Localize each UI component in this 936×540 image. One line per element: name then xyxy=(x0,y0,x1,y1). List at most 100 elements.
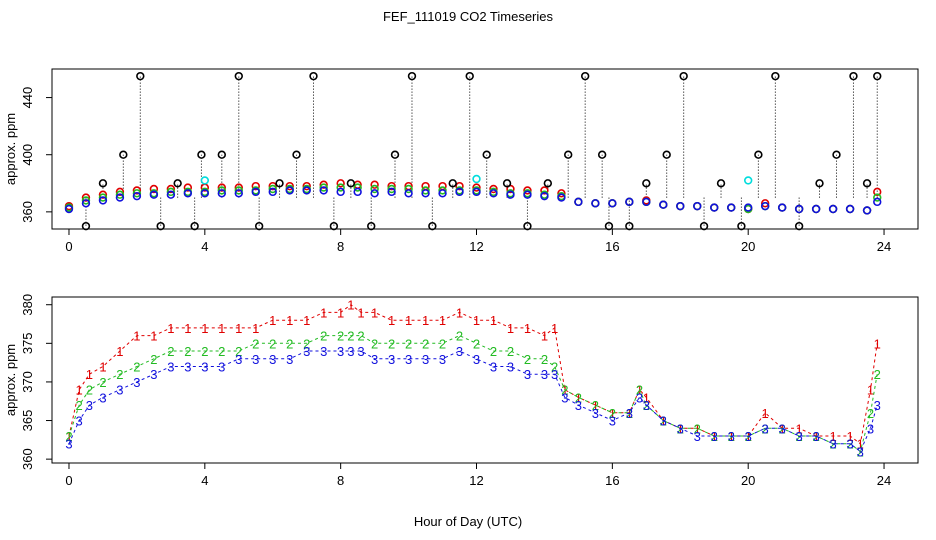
outlier-point xyxy=(523,221,532,231)
series-marker-2: 2 xyxy=(286,336,293,351)
data-point-series-1 xyxy=(760,199,770,208)
series-marker-3: 3 xyxy=(357,344,364,359)
data-point-series-3 xyxy=(676,201,685,211)
data-point-series-3 xyxy=(285,186,294,195)
series-line-1 xyxy=(68,304,878,445)
data-point-series-1 xyxy=(489,184,498,194)
series-marker-2: 2 xyxy=(507,344,514,359)
outlier-point xyxy=(597,150,607,159)
series-marker-1: 1 xyxy=(116,344,123,359)
cyan-point xyxy=(743,176,753,185)
x-tick-label: 0 xyxy=(65,473,72,488)
series-marker-2: 2 xyxy=(347,329,354,344)
series-marker-3: 3 xyxy=(286,352,293,367)
series-marker-2: 2 xyxy=(76,398,83,413)
data-point-series-3 xyxy=(828,204,838,214)
series-marker-1: 1 xyxy=(541,329,548,344)
outlier-point xyxy=(642,179,651,188)
outlier-point xyxy=(428,221,437,231)
series-marker-1: 1 xyxy=(524,321,531,336)
data-point-series-3 xyxy=(438,189,447,198)
series-marker-2: 2 xyxy=(65,429,72,444)
y-tick-label: 400 xyxy=(20,144,35,166)
data-point-series-3 xyxy=(489,189,498,198)
series-marker-3: 3 xyxy=(320,344,327,359)
outlier-point xyxy=(367,221,376,231)
data-point-series-2 xyxy=(166,187,176,197)
outlier-point xyxy=(390,150,400,159)
series-marker-2: 2 xyxy=(388,336,395,351)
data-point-series-3 xyxy=(642,197,651,207)
series-marker-3: 3 xyxy=(636,390,643,405)
series-marker-1: 1 xyxy=(337,305,344,320)
data-point-series-2 xyxy=(873,193,882,202)
series-marker-2: 2 xyxy=(762,421,769,436)
series-marker-1: 1 xyxy=(846,429,853,444)
series-marker-2: 2 xyxy=(116,367,123,382)
series-marker-2: 2 xyxy=(575,390,582,405)
data-point-series-1 xyxy=(455,181,464,191)
series-marker-2: 2 xyxy=(150,352,157,367)
series-marker-3: 3 xyxy=(829,437,836,452)
series-marker-3: 3 xyxy=(235,352,242,367)
series-marker-1: 1 xyxy=(829,429,836,444)
series-marker-2: 2 xyxy=(745,429,752,444)
series-marker-2: 2 xyxy=(167,344,174,359)
x-tick-label: 12 xyxy=(469,239,483,254)
outlier-point xyxy=(275,179,284,188)
outlier-point xyxy=(119,150,128,159)
series-marker-1: 1 xyxy=(874,336,881,351)
outlier-point xyxy=(254,221,264,231)
series-marker-2: 2 xyxy=(636,383,643,398)
series-marker-3: 3 xyxy=(609,414,616,429)
data-point-series-3 xyxy=(693,201,702,211)
data-point-series-3 xyxy=(217,189,227,198)
series-marker-2: 2 xyxy=(405,336,412,351)
series-marker-1: 1 xyxy=(473,313,480,328)
series-marker-1: 1 xyxy=(201,321,208,336)
data-point-series-3 xyxy=(506,190,515,199)
data-point-series-1 xyxy=(268,181,277,191)
y-tick-label: 370 xyxy=(20,371,35,393)
data-point-series-1 xyxy=(472,183,481,192)
series-marker-3: 3 xyxy=(167,359,174,374)
data-point-series-3 xyxy=(455,187,464,197)
series-marker-3: 3 xyxy=(86,398,93,413)
series-marker-3: 3 xyxy=(507,359,514,374)
series-marker-2: 2 xyxy=(235,344,242,359)
series-marker-2: 2 xyxy=(252,336,259,351)
outlier-point xyxy=(737,221,746,231)
y-axis-title: approx. ppm xyxy=(3,344,18,416)
series-marker-1: 1 xyxy=(857,437,864,452)
outlier-point xyxy=(482,150,491,159)
outlier-point xyxy=(81,221,91,231)
data-point-series-3 xyxy=(251,187,260,197)
outlier-point xyxy=(832,150,841,159)
data-point-series-3 xyxy=(472,187,481,197)
data-point-series-3 xyxy=(234,189,243,198)
series-marker-3: 3 xyxy=(677,421,684,436)
series-marker-1: 1 xyxy=(269,313,276,328)
data-point-series-1 xyxy=(540,186,549,195)
outlier-point xyxy=(309,71,318,81)
series-line-3 xyxy=(68,350,878,453)
series-marker-1: 1 xyxy=(65,429,72,444)
series-marker-3: 3 xyxy=(388,352,395,367)
data-point-series-3 xyxy=(591,199,600,208)
data-point-series-3 xyxy=(811,204,821,214)
series-marker-2: 2 xyxy=(592,398,599,413)
series-marker-3: 3 xyxy=(218,359,225,374)
data-point-series-1 xyxy=(98,190,108,199)
series-marker-1: 1 xyxy=(456,305,463,320)
series-marker-3: 3 xyxy=(857,444,864,459)
series-marker-3: 3 xyxy=(422,352,429,367)
outlier-point xyxy=(234,71,243,81)
series-marker-3: 3 xyxy=(626,406,633,421)
series-marker-2: 2 xyxy=(269,336,276,351)
data-point-series-1 xyxy=(336,179,345,188)
plot-frame xyxy=(51,68,919,230)
series-marker-1: 1 xyxy=(388,313,395,328)
data-point-series-3 xyxy=(862,206,872,215)
